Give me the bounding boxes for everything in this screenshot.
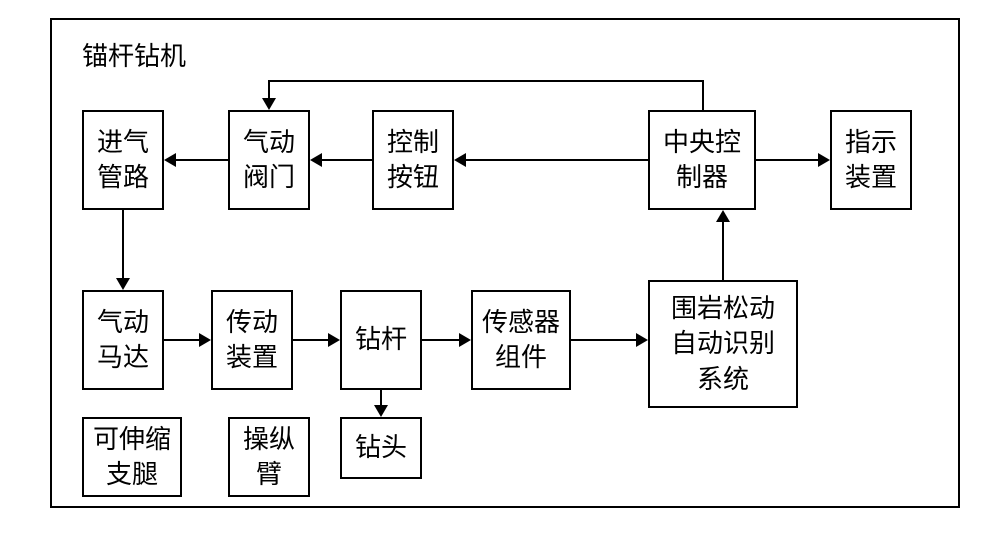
node-pneumatic-valve: 气动阀门 — [228, 110, 310, 210]
edge-line — [293, 339, 330, 341]
node-label: 控制按钮 — [387, 125, 439, 195]
edge-arrowhead — [818, 153, 830, 167]
edge-line — [422, 339, 461, 341]
node-label: 指示装置 — [845, 125, 897, 195]
node-telescopic-leg: 可伸缩支腿 — [82, 417, 182, 497]
node-intake-pipe: 进气管路 — [82, 110, 164, 210]
node-label: 围岩松动自动识别系统 — [671, 291, 775, 396]
edge-arrowhead — [636, 333, 648, 347]
edge-arrowhead — [164, 153, 176, 167]
edge-line — [464, 159, 648, 161]
edge-line — [122, 210, 124, 280]
node-control-button: 控制按钮 — [372, 110, 454, 210]
node-control-arm: 操纵臂 — [228, 417, 310, 497]
node-label: 传动装置 — [226, 305, 278, 375]
edge-line — [756, 159, 820, 161]
diagram-title: 锚杆钻机 — [82, 36, 186, 73]
edge-arrowhead — [328, 333, 340, 347]
node-label: 进气管路 — [97, 125, 149, 195]
edge-line — [174, 159, 228, 161]
node-label: 钻杆 — [355, 322, 407, 357]
node-label: 操纵臂 — [243, 422, 295, 492]
edge-arrowhead — [116, 278, 130, 290]
edge-arrowhead — [374, 405, 388, 417]
node-pneumatic-motor: 气动马达 — [82, 290, 164, 390]
diagram-frame — [50, 18, 960, 508]
node-label: 传感器组件 — [482, 305, 560, 375]
edge-arrowhead — [454, 153, 466, 167]
node-label: 钻头 — [355, 430, 407, 465]
node-transmission: 传动装置 — [211, 290, 293, 390]
node-label: 中央控制器 — [663, 125, 741, 195]
node-rock-system: 围岩松动自动识别系统 — [648, 280, 798, 408]
edge-arrowhead — [459, 333, 471, 347]
edge-line — [268, 80, 270, 100]
edge-line — [571, 339, 638, 341]
node-label: 气动阀门 — [243, 125, 295, 195]
edge-line — [164, 339, 201, 341]
node-central-controller: 中央控制器 — [648, 110, 756, 210]
edge-line — [702, 80, 704, 110]
edge-line — [320, 159, 372, 161]
edge-line — [268, 80, 704, 82]
edge-line — [722, 220, 724, 280]
edge-arrowhead — [199, 333, 211, 347]
edge-arrowhead — [262, 98, 276, 110]
edge-arrowhead — [310, 153, 322, 167]
node-drill-rod: 钻杆 — [340, 290, 422, 390]
node-label: 可伸缩支腿 — [93, 422, 171, 492]
node-label: 气动马达 — [97, 305, 149, 375]
node-sensor-assembly: 传感器组件 — [471, 290, 571, 390]
node-indicator-device: 指示装置 — [830, 110, 912, 210]
node-drill-bit: 钻头 — [340, 417, 422, 479]
edge-arrowhead — [716, 210, 730, 222]
